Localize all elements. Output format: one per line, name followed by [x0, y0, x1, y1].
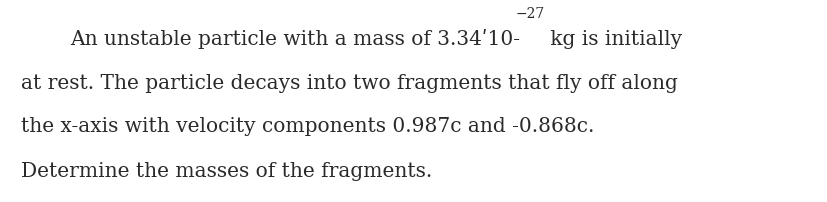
- Text: kg is initially: kg is initially: [544, 29, 682, 48]
- Text: at rest. The particle decays into two fragments that fly off along: at rest. The particle decays into two fr…: [21, 74, 677, 93]
- Text: the x-axis with velocity components 0.987c and -0.868c.: the x-axis with velocity components 0.98…: [21, 116, 594, 135]
- Text: An unstable particle with a mass of 3.34ʹ10-: An unstable particle with a mass of 3.34…: [70, 28, 520, 48]
- Text: −27: −27: [515, 7, 544, 21]
- Text: Determine the masses of the fragments.: Determine the masses of the fragments.: [21, 161, 432, 180]
